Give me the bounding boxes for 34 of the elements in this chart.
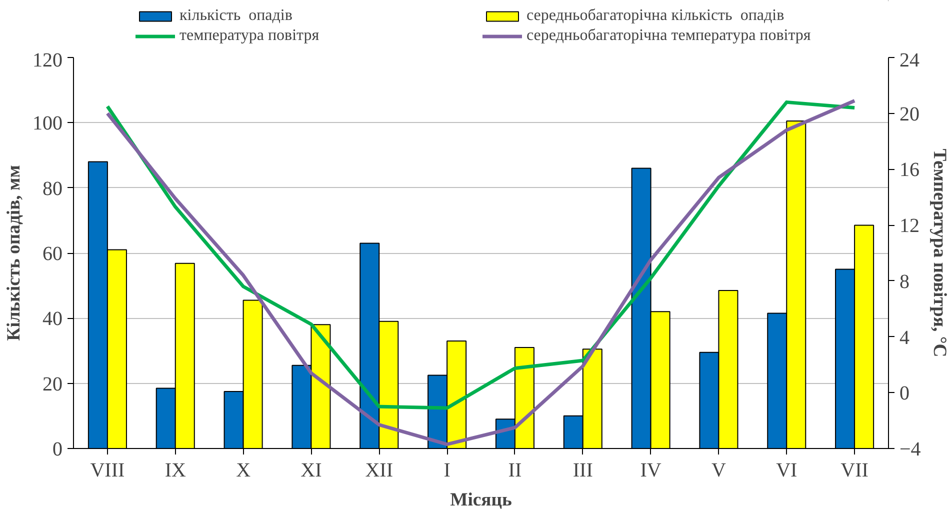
y-tick-label: 80 [42, 178, 62, 200]
legend-label: середньобагаторічна кількість опадів [526, 7, 786, 25]
y2-tick-label: 24 [900, 50, 920, 72]
legend-label: середньобагаторічна температура повітря [526, 27, 812, 45]
legend-label: температура повітря [180, 27, 320, 45]
y-tick-label: 40 [42, 308, 62, 330]
x-tick-label: IV [640, 460, 662, 482]
x-tick-label: XI [300, 460, 322, 482]
x-tick-label: II [508, 460, 522, 482]
y-axis-title: Кількість опадів, мм [4, 164, 24, 341]
y-tick-label: 20 [42, 373, 62, 396]
y2-tick-label: 16 [900, 159, 920, 182]
legend-label: кількість опадів [180, 7, 294, 25]
y2-tick-label: 20 [900, 103, 920, 126]
x-axis-title: Місяць [450, 490, 512, 510]
x-tick-label: VIII [90, 460, 125, 482]
y2-tick-label: 8 [900, 270, 910, 293]
y-tick-label: 60 [42, 243, 62, 265]
x-tick-label: XII [365, 460, 394, 482]
x-tick-label: I [444, 460, 450, 482]
y-tick-label: 0 [52, 438, 62, 460]
x-tick-label: IX [164, 460, 186, 482]
x-tick-label: VI [776, 460, 798, 482]
y2-tick-label: 0 [900, 382, 910, 405]
y2-tick-label: 4 [900, 326, 910, 349]
y-tick-label: 120 [32, 50, 62, 72]
y2-tick-label: −4 [900, 438, 921, 460]
y2-axis-title: Температура повітря, °С [928, 148, 950, 358]
x-tick-label: VII [840, 460, 868, 482]
x-tick-label: X [236, 460, 252, 482]
x-tick-label: III [572, 460, 593, 482]
y-tick-label: 100 [32, 112, 62, 135]
x-tick-label: V [711, 460, 726, 482]
y2-tick-label: 12 [900, 215, 920, 238]
